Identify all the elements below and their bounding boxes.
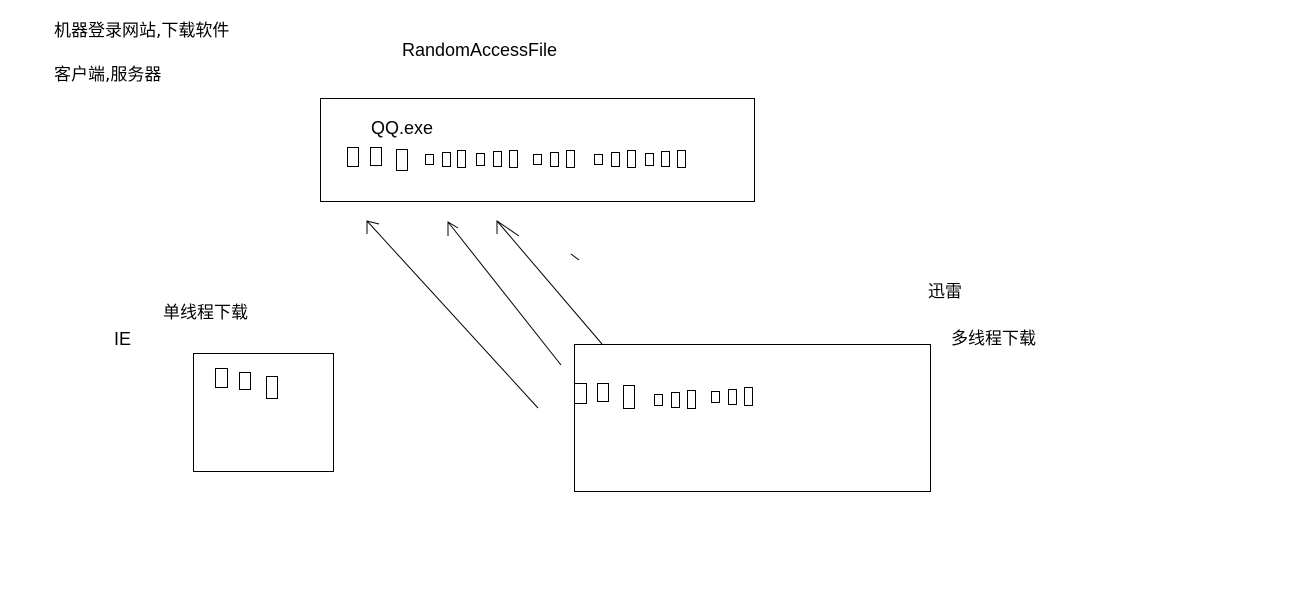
single-thread-label: 单线程下载: [163, 303, 248, 323]
ie-block: [215, 368, 228, 388]
file-block: [594, 154, 603, 165]
thread-arrow-3: [496, 220, 603, 345]
xunlei-block: [711, 391, 720, 403]
file-block: [347, 147, 359, 167]
note-line-2: 客户端,服务器: [54, 65, 162, 85]
file-block: [476, 153, 485, 166]
thread-arrow-2: [447, 221, 562, 366]
file-block: [550, 152, 559, 167]
xunlei-block: [671, 392, 680, 408]
file-block: [566, 150, 575, 168]
file-block: [533, 154, 542, 165]
xunlei-label: 迅雷: [928, 282, 962, 302]
xunlei-block: [728, 389, 737, 405]
file-name-label: QQ.exe: [371, 118, 434, 138]
file-block: [370, 147, 382, 166]
random-access-file-label: RandomAccessFile: [402, 40, 558, 60]
file-block: [611, 152, 620, 167]
xunlei-block: [654, 394, 663, 406]
xunlei-block: [574, 383, 587, 404]
file-box: QQ.exe: [320, 98, 755, 202]
xunlei-block: [597, 383, 609, 402]
file-block: [661, 151, 670, 167]
ie-block: [266, 376, 278, 399]
xunlei-download-box: [574, 344, 931, 492]
file-block: [645, 153, 654, 166]
file-block: [627, 150, 636, 168]
file-block: [442, 152, 451, 167]
thread-arrow-1: [366, 220, 539, 409]
file-block: [493, 151, 502, 167]
file-block: [396, 149, 408, 171]
ie-label: IE: [114, 329, 132, 349]
multi-thread-label: 多线程下载: [951, 329, 1036, 349]
xunlei-block: [623, 385, 635, 409]
ie-download-box: [193, 353, 334, 472]
file-block: [677, 150, 686, 168]
xunlei-block: [687, 390, 696, 409]
ie-block: [239, 372, 251, 390]
file-block: [509, 150, 518, 168]
xunlei-block: [744, 387, 753, 406]
note-line-1: 机器登录网站,下载软件: [54, 21, 230, 41]
file-block: [457, 150, 466, 168]
file-block: [425, 154, 434, 165]
pen-mark: [570, 253, 580, 261]
